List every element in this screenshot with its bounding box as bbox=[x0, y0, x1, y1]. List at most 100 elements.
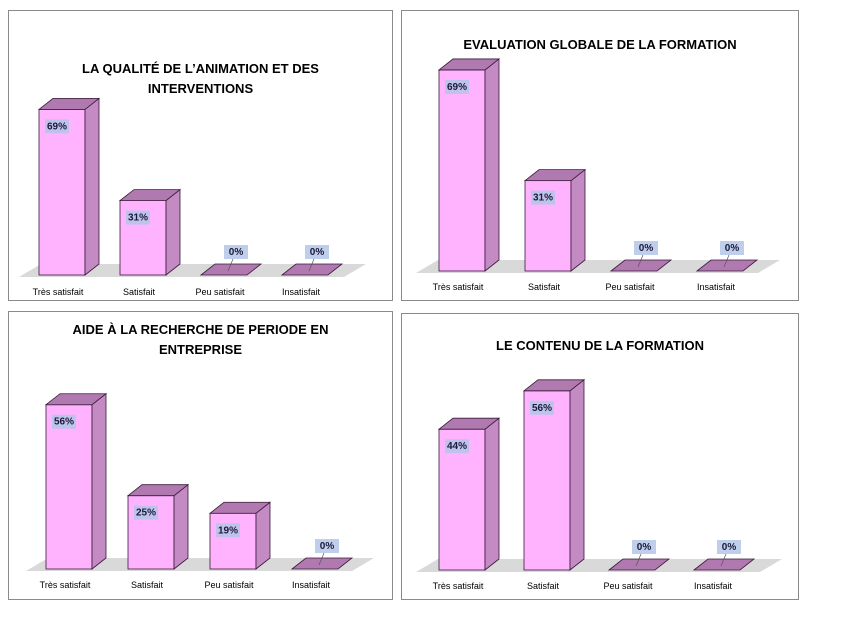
bar-flat bbox=[609, 259, 673, 272]
chart-plot: 56% Très satisfait 25% Satisfait 19% Peu sati… bbox=[26, 392, 374, 590]
chart-title: AIDE À LA RECHERCHE DE PERIODE EN ENTREP… bbox=[72, 322, 329, 357]
category-label: Satisfait bbox=[123, 287, 156, 297]
chart-panel-4: LE CONTENU DE LA FORMATION 44% Très satis… bbox=[401, 313, 799, 600]
category-label: Satisfait bbox=[131, 580, 164, 590]
chart-floor bbox=[19, 264, 366, 277]
data-label: 56% bbox=[54, 417, 74, 428]
data-label-bg bbox=[45, 119, 69, 134]
data-label-leader bbox=[637, 254, 644, 268]
bar-top bbox=[523, 169, 587, 182]
data-label-bg bbox=[445, 79, 469, 94]
data-label-leader bbox=[723, 254, 730, 268]
data-label: 0% bbox=[637, 542, 652, 553]
data-label-leader bbox=[308, 258, 315, 272]
data-label: 0% bbox=[310, 247, 325, 258]
bar-front bbox=[209, 512, 257, 570]
chart-title: LE CONTENU DE LA FORMATION bbox=[496, 338, 704, 353]
bar-flat bbox=[280, 263, 344, 276]
data-label: 0% bbox=[722, 542, 737, 553]
data-label-bg bbox=[305, 245, 329, 259]
bar-top bbox=[37, 98, 101, 110]
bar-side bbox=[484, 58, 500, 272]
data-label: 69% bbox=[447, 82, 467, 93]
category-label: Insatisfait bbox=[694, 581, 733, 591]
bar bbox=[280, 263, 344, 276]
bar-side bbox=[84, 97, 100, 276]
chart-floor bbox=[416, 559, 782, 572]
category-label: Peu satisfait bbox=[605, 282, 655, 292]
category-label: Satisfait bbox=[527, 581, 560, 591]
bar bbox=[37, 97, 101, 276]
bar bbox=[208, 501, 272, 570]
data-label: 19% bbox=[218, 525, 238, 536]
data-label: 0% bbox=[639, 243, 654, 254]
bar-front bbox=[45, 404, 93, 570]
data-label: 44% bbox=[447, 441, 467, 452]
bar-top bbox=[126, 484, 190, 497]
bar-flat bbox=[199, 263, 263, 276]
data-label: 0% bbox=[725, 243, 740, 254]
chart-panel-3: AIDE À LA RECHERCHE DE PERIODE EN ENTREP… bbox=[8, 311, 393, 600]
bar-top bbox=[118, 189, 182, 202]
bar-side bbox=[173, 483, 189, 570]
category-label: Très satisfait bbox=[33, 287, 84, 297]
data-label: 31% bbox=[128, 213, 148, 224]
chart-panel-2: EVALUATION GLOBALE DE LA FORMATION 69% Tr… bbox=[401, 10, 799, 301]
chart-plot: 44% Très satisfait 56% Satisfait 0% Peu satis… bbox=[416, 378, 782, 591]
bar bbox=[607, 558, 671, 571]
category-label: Insatisfait bbox=[697, 282, 736, 292]
chart-plot: 69% Très satisfait 31% Satisfait 0% Peu satis… bbox=[19, 97, 366, 297]
bar bbox=[44, 392, 108, 570]
category-label: Insatisfait bbox=[282, 287, 321, 297]
data-label-bg bbox=[224, 245, 248, 259]
bar-top bbox=[44, 393, 108, 406]
bar-top bbox=[437, 58, 501, 71]
category-label: Peu satisfait bbox=[603, 581, 653, 591]
data-label-bg bbox=[315, 539, 339, 553]
bar bbox=[522, 378, 586, 571]
bar-side bbox=[570, 168, 586, 272]
data-label: 69% bbox=[47, 121, 67, 132]
data-label: 31% bbox=[533, 193, 553, 204]
chart-floor bbox=[26, 558, 374, 571]
category-label: Très satisfait bbox=[40, 580, 91, 590]
data-label: 56% bbox=[532, 403, 552, 414]
bar-side bbox=[484, 417, 500, 571]
category-label: Peu satisfait bbox=[204, 580, 254, 590]
bar-flat bbox=[692, 558, 756, 571]
data-label-bg bbox=[531, 190, 555, 205]
data-label: 0% bbox=[320, 541, 335, 552]
bar-top bbox=[208, 501, 272, 514]
data-label-bg bbox=[134, 505, 158, 520]
bar-front bbox=[38, 109, 86, 276]
chart-title: LA QUALITÉ DE L’ANIMATION ET DES INTERVE… bbox=[82, 61, 319, 96]
bar-flat bbox=[695, 259, 759, 272]
data-label-bg bbox=[445, 439, 469, 454]
bar-front bbox=[523, 390, 571, 571]
bar bbox=[126, 483, 190, 570]
bar bbox=[118, 188, 182, 276]
data-label-leader bbox=[720, 553, 727, 567]
category-label: Insatisfait bbox=[292, 580, 331, 590]
bar-flat bbox=[290, 557, 354, 570]
data-label-bg bbox=[634, 241, 658, 255]
data-label-leader bbox=[635, 553, 642, 567]
data-label-bg bbox=[126, 210, 150, 225]
bar-front bbox=[438, 69, 486, 272]
category-label: Satisfait bbox=[528, 282, 561, 292]
data-label-bg bbox=[52, 414, 76, 429]
bar-side bbox=[165, 188, 181, 276]
bar bbox=[199, 263, 263, 276]
data-label-bg bbox=[720, 241, 744, 255]
data-label-leader bbox=[227, 258, 234, 272]
bar-side bbox=[255, 501, 271, 570]
chart-title: EVALUATION GLOBALE DE LA FORMATION bbox=[463, 37, 737, 52]
category-label: Très satisfait bbox=[433, 581, 484, 591]
chart-floor bbox=[416, 260, 780, 273]
bar-side bbox=[569, 378, 585, 571]
category-label: Peu satisfait bbox=[195, 287, 245, 297]
bar bbox=[290, 557, 354, 570]
bar bbox=[609, 259, 673, 272]
bar-side bbox=[91, 392, 107, 570]
data-label: 0% bbox=[229, 247, 244, 258]
